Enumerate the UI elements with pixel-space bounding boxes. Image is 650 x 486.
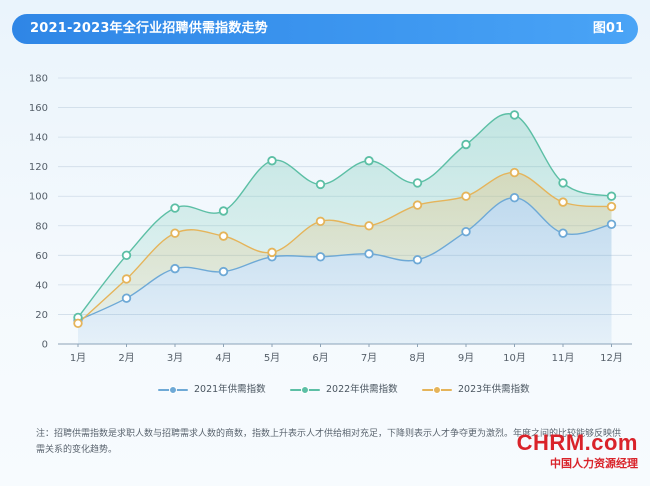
- point-2023: [606, 201, 617, 212]
- point-2021: [509, 192, 520, 203]
- y-tick-label: 0: [42, 340, 48, 351]
- point-2023: [73, 318, 83, 329]
- x-tick-label: 1月: [70, 352, 86, 364]
- area-2021: [78, 197, 612, 344]
- point-2021: [461, 226, 471, 237]
- chart-title: 2021-2023年全行业招聘供需指数走势: [30, 21, 268, 36]
- point-2023: [267, 247, 277, 258]
- legend-label: 2023年供需指数: [458, 384, 530, 395]
- point-2023: [558, 197, 568, 207]
- point-2022: [267, 156, 277, 166]
- x-tick-label: 4月: [215, 352, 231, 364]
- x-tick-label: 7月: [361, 352, 377, 364]
- point-2022: [509, 110, 520, 120]
- x-tick-label: 12月: [600, 352, 623, 364]
- point-2022: [461, 139, 471, 150]
- point-2022: [558, 178, 568, 188]
- point-2023: [364, 221, 374, 231]
- y-tick-label: 100: [29, 192, 48, 203]
- point-2021: [218, 266, 229, 277]
- point-2021: [121, 293, 132, 303]
- y-tick-label: 160: [29, 103, 48, 114]
- logo-brand: CHRM.com: [516, 430, 638, 455]
- legend-marker: [301, 386, 309, 394]
- area-2023: [78, 172, 612, 324]
- logo-brand-cn: 中国人力资源经理: [550, 457, 638, 470]
- chart-legend: 2021年供需指数 2022年供需指数 2023年供需指数: [0, 382, 650, 398]
- x-tick-label: 2月: [118, 352, 134, 364]
- legend-label: 2022年供需指数: [326, 384, 398, 395]
- y-tick-label: 60: [35, 251, 48, 262]
- legend-marker: [433, 386, 441, 394]
- x-tick-label: 8月: [409, 352, 425, 364]
- point-2021: [364, 249, 374, 259]
- chart-note: 注：招聘供需指数是求职人数与招聘需求人数的商数，指数上升表示人才供给相对充足，下…: [36, 429, 622, 455]
- point-2022: [606, 191, 617, 201]
- y-tick-label: 120: [29, 162, 48, 173]
- point-2023: [315, 216, 326, 227]
- figure-label: 图01: [592, 21, 624, 36]
- point-2022: [170, 203, 180, 213]
- point-2021: [315, 252, 326, 262]
- point-2022: [315, 179, 326, 190]
- legend-marker: [169, 386, 177, 394]
- x-tick-label: 3月: [167, 352, 183, 364]
- point-2021: [606, 219, 617, 229]
- y-tick-label: 40: [35, 280, 48, 291]
- y-tick-label: 140: [29, 133, 48, 144]
- point-2023: [121, 274, 132, 284]
- x-tick-label: 6月: [312, 352, 328, 364]
- point-2022: [412, 178, 423, 188]
- point-2022: [218, 206, 229, 216]
- point-2023: [412, 200, 423, 210]
- chrm-logo: CHRM.com 中国人力资源经理: [517, 430, 638, 470]
- series-line-2022: [77, 113, 612, 318]
- y-tick-label: 20: [35, 310, 48, 321]
- point-2022: [364, 156, 374, 166]
- point-2021: [558, 228, 568, 238]
- chart-header: 2021-2023年全行业招聘供需指数走势 图01: [12, 14, 638, 44]
- y-tick-label: 80: [35, 221, 48, 232]
- point-2023: [170, 228, 180, 238]
- point-2023: [218, 231, 229, 241]
- point-2023: [461, 191, 471, 201]
- y-tick-label: 180: [29, 74, 48, 85]
- line-chart: 0 20 40 60 80 100 120 140 160 180 1月 2月 3月 4月 5月 6月 7月 8月…: [29, 74, 632, 364]
- point-2022: [121, 250, 132, 261]
- point-2023: [509, 167, 520, 178]
- x-tick-label: 10月: [503, 352, 526, 364]
- legend-label: 2021年供需指数: [194, 384, 266, 395]
- x-tick-label: 11月: [552, 352, 575, 364]
- x-tick-label: 9月: [458, 352, 474, 364]
- point-2021: [170, 263, 180, 274]
- point-2021: [412, 255, 423, 265]
- x-tick-label: 5月: [264, 352, 280, 364]
